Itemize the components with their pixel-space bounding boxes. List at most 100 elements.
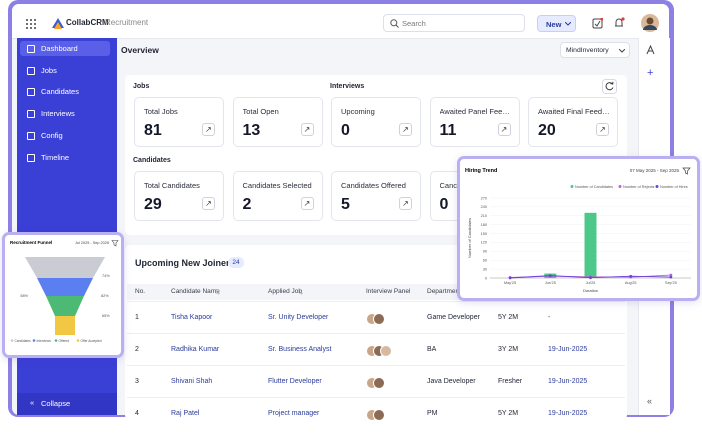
legend-label: Offer Accepted [81, 339, 102, 343]
sidebar-icon [27, 88, 35, 97]
sidebar-item[interactable]: Jobs [20, 63, 110, 78]
stat-link[interactable]: ↗ [202, 197, 215, 210]
x-tick-label: May'25 [504, 281, 516, 285]
funnel-percent: 58% [20, 294, 28, 298]
panel-avatar [380, 345, 392, 357]
sidebar-item[interactable]: Dashboard [20, 41, 110, 56]
stat-value: 13 [242, 122, 261, 139]
sidebar-item[interactable]: Candidates [20, 84, 110, 99]
legend-swatch [76, 339, 80, 342]
legend-swatch [570, 185, 574, 188]
joining-date: 19-Jun-2025 [548, 410, 588, 417]
department: Game Developer [427, 314, 480, 321]
stat-link[interactable]: ↗ [596, 123, 609, 136]
panel-avatar [373, 377, 385, 389]
ai-icon[interactable] [645, 44, 656, 55]
section-label: Interviews [330, 83, 365, 90]
sidebar-item[interactable]: Interviews [20, 106, 110, 121]
sidebar-icon [27, 45, 35, 53]
applied-job: Project manager [268, 410, 320, 417]
stat-label: Total Jobs [144, 107, 178, 116]
filter-icon[interactable] [111, 240, 119, 247]
apps-icon[interactable] [25, 18, 37, 30]
stat-label: Candidates Selected [242, 181, 312, 190]
funnel-stage [55, 316, 75, 335]
experience: 5Y 2M [498, 314, 519, 321]
notification-icon[interactable] [613, 17, 625, 29]
y-tick-label: 30 [483, 267, 487, 271]
chevron [619, 49, 625, 53]
legend-label: Interviews [37, 339, 52, 343]
section-label: Jobs [133, 83, 150, 90]
row-number: 1 [135, 314, 139, 321]
point [669, 275, 673, 279]
org-select[interactable]: MindInventory [560, 42, 630, 58]
point [548, 274, 552, 278]
row-number: 4 [135, 410, 139, 417]
hiring-trend-card [457, 156, 700, 301]
stat-link[interactable]: ↗ [202, 123, 215, 136]
column-header: Interview Panel [366, 288, 411, 295]
column-header: Department [427, 288, 461, 295]
sidebar-icon [27, 131, 35, 140]
y-axis-label: Number of Candidates [467, 218, 472, 258]
joining-date: 19-Jun-2025 [548, 346, 588, 353]
funnel-title: Recruitment Funnel [10, 240, 52, 245]
joining-date: 19-Jun-2025 [548, 378, 588, 385]
avatar[interactable] [641, 14, 659, 32]
stat-card: Candidates Offered 5 ↗ [331, 171, 421, 221]
legend-label: Number of Hires [660, 185, 688, 189]
stat-label: Total Candidates [144, 181, 200, 190]
department: BA [427, 346, 437, 353]
row-number: 3 [135, 378, 139, 385]
point [589, 276, 592, 280]
legend-label: Candidates [15, 339, 32, 343]
filter-icon[interactable] [682, 167, 691, 175]
stat-card: Awaited Final Feedback 20 ↗ [528, 97, 618, 147]
sidebar-label: Interviews [41, 109, 75, 119]
expand-icon[interactable]: « [647, 396, 653, 406]
sidebar-item[interactable]: Config [20, 128, 110, 143]
tasks-icon[interactable] [592, 18, 603, 29]
collapse-icon: « [30, 398, 35, 407]
sidebar-item[interactable]: Timeline [20, 150, 110, 165]
row-divider [127, 333, 625, 334]
funnel-stage [25, 257, 105, 278]
y-tick-label: 0 [485, 276, 487, 280]
collapse-label[interactable]: Collapse [41, 399, 71, 408]
joiners-title: Upcoming New Joiners [135, 258, 235, 268]
stat-link[interactable]: ↗ [399, 197, 412, 210]
stat-value: 0 [439, 196, 449, 213]
search-icon [390, 19, 399, 28]
funnel-chart: Recruitment Funnel Jul 2025 - Sep 2025 74%… [10, 240, 119, 343]
sidebar-label: Candidates [41, 87, 79, 97]
column-header: Applied Job [268, 288, 302, 295]
y-tick-label: 240 [481, 205, 487, 209]
brand: CollabCRM [66, 18, 109, 27]
refresh-button[interactable] [602, 79, 617, 94]
stat-card: Upcoming 0 ↗ [331, 97, 421, 147]
column-header: Candidate Name [171, 288, 220, 295]
stat-label: Candidates Offered [341, 181, 406, 190]
funnel-date: Jul 2025 - Sep 2025 [75, 241, 109, 245]
legend-swatch [618, 185, 622, 188]
stat-link[interactable]: ↗ [300, 123, 314, 136]
sidebar-label: Jobs [41, 65, 57, 75]
y-tick-label: 150 [481, 232, 487, 236]
candidate-name: Raj Patel [171, 410, 200, 417]
search-box[interactable]: Search [383, 14, 525, 32]
new-button[interactable]: New [537, 15, 576, 32]
add-icon[interactable]: + [647, 67, 654, 79]
panel-avatar [373, 409, 385, 421]
logo [52, 18, 64, 29]
stat-link[interactable]: ↗ [497, 123, 511, 136]
legend-label: Offered [59, 339, 70, 343]
candidate-name: Radhika Kumar [171, 346, 220, 353]
stat-link[interactable]: ↗ [300, 197, 314, 210]
funnel-stage [46, 296, 84, 316]
legend-label: Number of Rejects [623, 185, 655, 189]
sort-icon: ⇅ [215, 289, 221, 296]
stat-link[interactable]: ↗ [399, 123, 412, 136]
point [508, 276, 512, 280]
